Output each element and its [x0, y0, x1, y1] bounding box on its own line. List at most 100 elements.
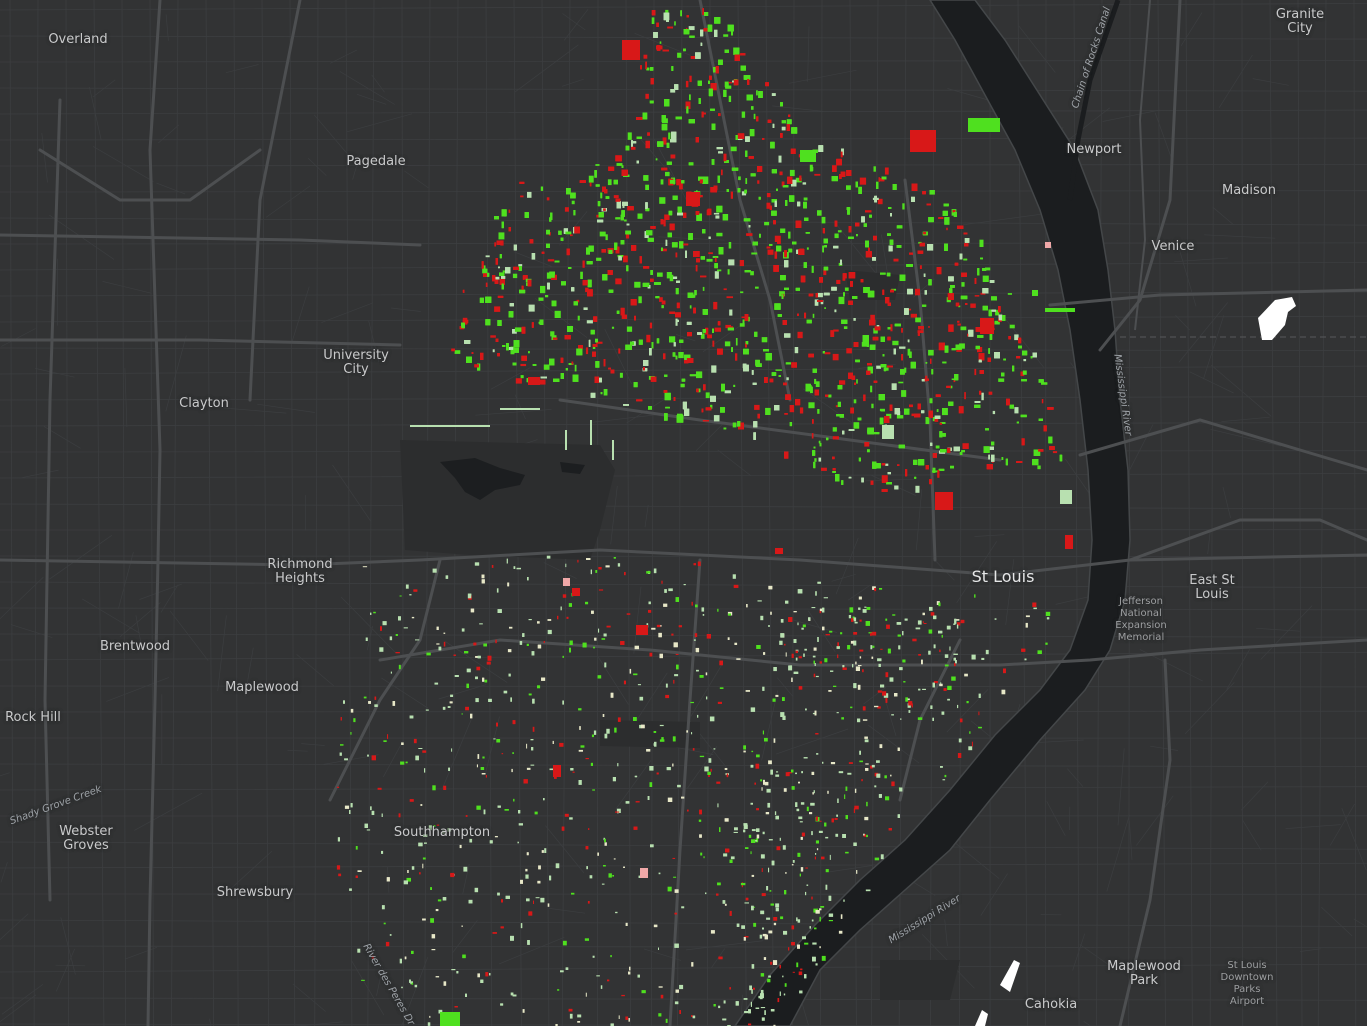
- parcel: [874, 195, 877, 203]
- parcel: [519, 289, 526, 294]
- parcel: [602, 186, 606, 192]
- parcel: [991, 454, 995, 462]
- parcel: [631, 146, 634, 149]
- parcel: [842, 430, 845, 435]
- parcel: [978, 353, 985, 361]
- parcel: [579, 726, 581, 730]
- parcel: [981, 657, 985, 660]
- parcel: [823, 266, 829, 271]
- parcel: [942, 361, 947, 364]
- parcel: [835, 405, 839, 408]
- parcel: [978, 711, 980, 716]
- parcel: [907, 348, 911, 356]
- parcel: [861, 477, 864, 483]
- parcel: [596, 341, 603, 344]
- parcel: [670, 89, 676, 93]
- parcel: [501, 221, 504, 229]
- parcel: [832, 456, 835, 460]
- parcel: [835, 474, 840, 482]
- parcel: [848, 476, 852, 479]
- parcel: [814, 378, 817, 384]
- parcel: [735, 353, 738, 361]
- parcel: [639, 256, 642, 264]
- parcel: [702, 329, 706, 333]
- parcel: [595, 338, 598, 343]
- parcel: [792, 971, 795, 973]
- parcel: [643, 266, 650, 269]
- parcel: [774, 235, 781, 242]
- parcel: [595, 361, 600, 368]
- parcel: [778, 155, 782, 163]
- parcel: [696, 213, 702, 221]
- parcel: [909, 404, 913, 408]
- parcel: [796, 917, 798, 922]
- parcel: [848, 272, 856, 279]
- parcel: [727, 637, 730, 640]
- parcel: [771, 169, 777, 174]
- parcel: [338, 873, 342, 877]
- parcel: [843, 292, 845, 297]
- parcel: [690, 701, 694, 704]
- major-road: [43, 98, 62, 902]
- parcel: [844, 794, 846, 799]
- parcel: [804, 312, 807, 319]
- parcel: [426, 652, 431, 656]
- parcel: [881, 489, 888, 492]
- parcel: [814, 299, 819, 306]
- parcel: [479, 623, 483, 625]
- parcel: [737, 188, 741, 193]
- parcel: [697, 561, 701, 567]
- parcel: [822, 245, 824, 253]
- parcel: [971, 654, 976, 660]
- parcel: [950, 465, 954, 469]
- parcel: [745, 150, 748, 157]
- parcel: [681, 906, 685, 909]
- parcel: [1006, 398, 1010, 406]
- parcel: [667, 26, 673, 29]
- parcel: [540, 285, 546, 294]
- parcel: [728, 259, 735, 266]
- major-road: [668, 558, 702, 1026]
- parcel: [541, 850, 544, 853]
- parcel: [811, 265, 814, 273]
- parcel: [512, 273, 518, 279]
- parcel: [775, 815, 779, 820]
- parcel: [837, 385, 843, 390]
- parcel: [740, 291, 744, 294]
- parcel: [785, 394, 791, 400]
- parcel: [377, 787, 382, 790]
- parcel: [613, 195, 619, 199]
- parcel: [739, 323, 745, 327]
- parcel: [502, 345, 506, 347]
- parcel: [761, 1017, 765, 1021]
- parcel: [889, 239, 894, 245]
- parcel: [615, 217, 621, 220]
- parcel: [664, 392, 671, 401]
- parcel: [645, 202, 648, 210]
- parcel: [540, 186, 544, 191]
- parcel: [733, 79, 739, 86]
- parcel: [818, 830, 823, 833]
- parcel: [735, 338, 738, 346]
- parcel: [765, 353, 772, 361]
- parcel: [766, 788, 771, 793]
- parcel: [603, 208, 606, 211]
- parcel: [764, 377, 768, 383]
- parcel: [854, 788, 857, 793]
- parcel: [839, 414, 844, 418]
- parcel: [919, 265, 922, 269]
- parcel: [783, 382, 787, 386]
- parcel: [1032, 459, 1039, 466]
- parcel: [543, 364, 550, 370]
- parcel: [705, 327, 709, 335]
- parcel: [670, 139, 677, 143]
- parcel: [982, 268, 987, 271]
- parcel: [740, 53, 746, 56]
- parcel: [865, 210, 872, 213]
- parcel: [414, 984, 418, 988]
- parcel: [411, 866, 415, 870]
- parcel: [508, 311, 514, 318]
- parcel: [770, 141, 775, 149]
- parcel: [818, 145, 824, 152]
